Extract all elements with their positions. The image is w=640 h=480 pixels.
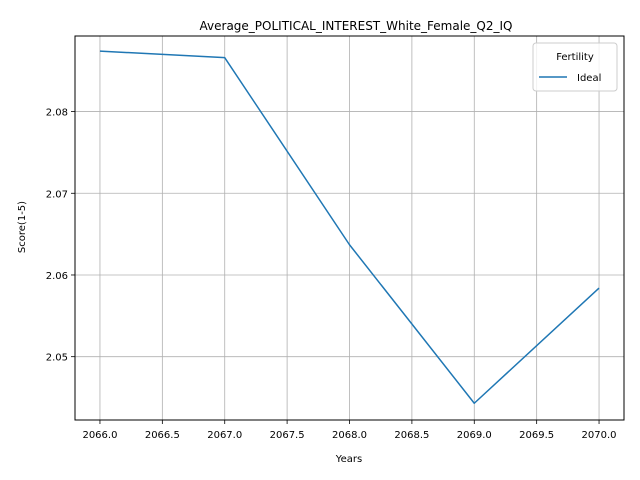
x-tick-label: 2068.5 bbox=[394, 430, 429, 441]
legend-entry-ideal: Ideal bbox=[577, 73, 601, 84]
series-layer bbox=[99, 50, 600, 404]
x-tick-label: 2067.0 bbox=[207, 430, 242, 441]
chart-title: Average_POLITICAL_INTEREST_White_Female_… bbox=[200, 19, 513, 33]
y-tick-label: 2.07 bbox=[46, 189, 68, 200]
x-tick-label: 2068.0 bbox=[332, 430, 367, 441]
x-tick-label: 2070.0 bbox=[582, 430, 617, 441]
legend-title: Fertility bbox=[556, 52, 594, 63]
x-tick-label: 2066.5 bbox=[145, 430, 180, 441]
ticks: 2066.0 2066.5 2067.0 2067.5 2068.0 2068.5 2069… bbox=[46, 108, 617, 441]
y-axis-label: Score(1-5) bbox=[17, 201, 28, 253]
legend: Fertility Ideal bbox=[532, 42, 618, 92]
x-tick-label: 2069.5 bbox=[519, 430, 554, 441]
series-line-ideal bbox=[99, 50, 600, 404]
y-tick-label: 2.08 bbox=[46, 108, 68, 119]
legend-box bbox=[532, 42, 618, 92]
x-tick-label: 2067.5 bbox=[270, 430, 305, 441]
x-tick-label: 2066.0 bbox=[82, 430, 117, 441]
y-tick-label: 2.05 bbox=[46, 353, 68, 364]
y-tick-label: 2.06 bbox=[46, 271, 68, 282]
grid bbox=[75, 36, 624, 420]
x-tick-label: 2069.0 bbox=[457, 430, 492, 441]
x-axis-label: Years bbox=[335, 454, 362, 465]
